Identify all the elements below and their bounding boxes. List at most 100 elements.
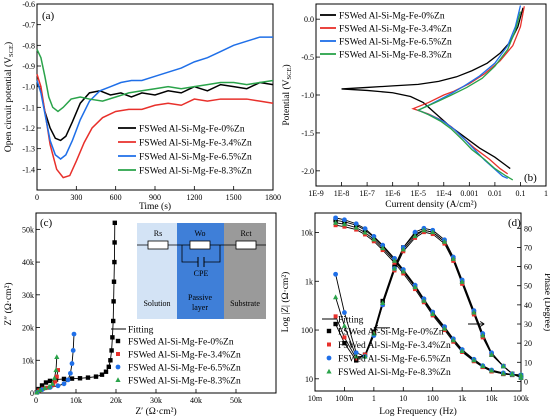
panel-d-legend: Fitting FSWed Al-Si-Mg-Fe-0%Zn FSWed Al-Si… — [322, 316, 451, 378]
panel-d-xtick-label: 1 — [372, 394, 376, 403]
circuit-passive-region — [177, 223, 224, 319]
panel-d-phase-point — [341, 323, 348, 328]
panel-d-legend-label: FSWed Al-Si-Mg-Fe-3.4%Zn — [338, 341, 451, 351]
panel-d-phase-point — [353, 350, 359, 356]
panel-d-modulus-point — [371, 236, 377, 242]
panel-a-legend-label: FSWed Al-Si-Mg-Fe-3.4%Zn — [139, 139, 252, 149]
panel-d-modulus-point — [362, 226, 368, 232]
panel-c-data-point — [85, 375, 91, 380]
panel-d-phase-point — [400, 246, 406, 252]
panel-d-ytick-label: 10k — [301, 229, 313, 238]
panel-d-xtick-label: 100k — [513, 394, 529, 403]
panel-d-phase-point — [480, 332, 486, 338]
panel-c-data-point — [56, 368, 60, 373]
panel-d-phase-point — [342, 335, 347, 340]
circuit-region-solution: Solution — [143, 299, 170, 308]
panel-a-ytick-label: -0.8 — [22, 41, 35, 50]
panel-b-polarization: (b) 1E-9 1E-8 1E-7 1E-6 1E-5 1E-4 0.001 0.01 0.1… — [281, 3, 548, 210]
panel-b-xtick-label: 0.001 — [460, 189, 478, 198]
panel-d-phase-point — [333, 314, 338, 319]
panel-d-phase-point — [471, 309, 477, 315]
panel-d-xtick-label: 10m — [308, 394, 323, 403]
panel-c-legend-marker — [115, 364, 121, 370]
panel-d-phase-point — [518, 374, 524, 380]
panel-b-ytick-label: -1.0 — [301, 91, 314, 100]
panel-c-xtick-label: 30k — [150, 396, 162, 405]
panel-d-modulus-point — [333, 219, 339, 225]
panel-c-legend-label: FSWed Al-Si-Mg-Fe-0%Zn — [128, 338, 234, 348]
panel-c-legend-marker — [116, 352, 120, 356]
panel-a-ytick-label: -1.1 — [22, 103, 35, 112]
panel-c-data-point — [37, 387, 43, 393]
panel-d-ytick-label: 10 — [305, 375, 313, 384]
circuit-wo-element — [189, 240, 211, 250]
panel-d-modulus-point — [391, 257, 398, 263]
panel-a-label: (a) — [42, 10, 55, 22]
panel-d-modulus-point — [441, 325, 448, 331]
panel-d-modulus-point — [480, 363, 486, 369]
panel-c-xtick-label: 40k — [190, 396, 202, 405]
circuit-label-cpe: CPE — [194, 269, 209, 278]
panel-b-ytick-label: 0.0 — [304, 15, 314, 24]
panel-d-modulus-point — [371, 234, 377, 239]
panel-c-data-point — [69, 361, 75, 366]
panel-d-y2tick-label: 30 — [524, 320, 532, 329]
panel-a-xtick-label: 300 — [70, 193, 82, 202]
panel-d-phase-point — [333, 294, 339, 300]
panel-c-legend-fitting-label: Fitting — [128, 326, 154, 336]
panel-c-legend-label: FSWed Al-Si-Mg-Fe-6.5%Zn — [128, 364, 241, 374]
panel-b-xlabel: Current density (A/cm²) — [385, 199, 477, 210]
panel-d-y2tick-label: 80 — [524, 224, 532, 233]
panel-a-series-line-2 — [36, 36, 273, 160]
panel-a-legend-label: FSWed Al-Si-Mg-Fe-6.5%Zn — [139, 153, 252, 163]
panel-c-data-point — [55, 383, 61, 389]
panel-d-y2tick-label: 50 — [524, 282, 532, 291]
panel-d-modulus-point — [362, 229, 368, 235]
panel-a-legend-label: FSWed Al-Si-Mg-Fe-8.3%Zn — [139, 167, 252, 177]
panel-c-data-point — [46, 383, 52, 389]
panel-d-phase-point — [412, 229, 418, 235]
panel-a-ytick-label: -0.9 — [22, 62, 35, 71]
panel-d-legend-label: FSWed Al-Si-Mg-Fe-6.5%Zn — [338, 355, 451, 365]
panel-d-legend-fitting-label: Fitting — [338, 316, 364, 326]
panel-c-data-point — [61, 381, 67, 387]
panel-a-xlabel: Time (s) — [139, 201, 171, 212]
panel-b-xtick-label: 1E-4 — [436, 189, 452, 198]
left-arrow-icon — [373, 324, 391, 331]
panel-d-modulus-point — [471, 357, 477, 363]
panel-c-data-point — [106, 364, 111, 370]
panel-c-data-point — [112, 259, 117, 265]
panel-d-phase-point — [441, 238, 448, 244]
panel-d-ytick-label: 1k — [305, 277, 313, 286]
panel-d-legend-label: FSWed Al-Si-Mg-Fe-8.3%Zn — [338, 368, 451, 378]
panel-d-phase-point — [342, 310, 347, 315]
panel-d-phase-point — [371, 330, 377, 336]
panel-c-data-point — [61, 376, 67, 382]
panel-d-xtick-label: 10 — [399, 394, 407, 403]
panel-c-data-point — [112, 220, 117, 226]
panel-c-legend-label: FSWed Al-Si-Mg-Fe-3.4%Zn — [128, 351, 241, 361]
panel-d-legend-marker — [327, 342, 331, 347]
panel-b-label: (b) — [524, 172, 537, 184]
panel-c-data-point — [93, 374, 99, 379]
panel-d-ylabel: Log |Z| (Ω·cm²) — [280, 272, 291, 333]
panel-c-data-point — [77, 376, 83, 381]
panel-c-data-point — [54, 374, 59, 379]
panel-d-legend-label: FSWed Al-Si-Mg-Fe-0%Zn — [338, 328, 444, 338]
circuit-label-rct: Rct — [240, 229, 252, 238]
panel-b-legend-label: FSWed Al-Si-Mg-Fe-0%Zn — [339, 12, 445, 22]
panel-a-xtick-label: 1200 — [186, 193, 202, 202]
panel-d-modulus-point — [500, 370, 506, 376]
panel-d-y2tick-label: 60 — [524, 263, 532, 272]
circuit-substrate-region — [224, 223, 266, 319]
panel-d-legend-marker — [326, 368, 332, 374]
panel-d-phase-point — [380, 300, 386, 305]
panel-c-ytick-label: 0 — [30, 389, 34, 398]
panel-a-ytick-label: -0.7 — [22, 21, 35, 30]
panel-a-xtick-label: 600 — [110, 193, 122, 202]
panel-b-legend-label: FSWed Al-Si-Mg-Fe-6.5%Zn — [339, 38, 452, 48]
panel-c-data-point — [111, 299, 116, 304]
panel-c-legend-marker — [115, 338, 121, 344]
panel-c-data-point — [54, 354, 60, 359]
